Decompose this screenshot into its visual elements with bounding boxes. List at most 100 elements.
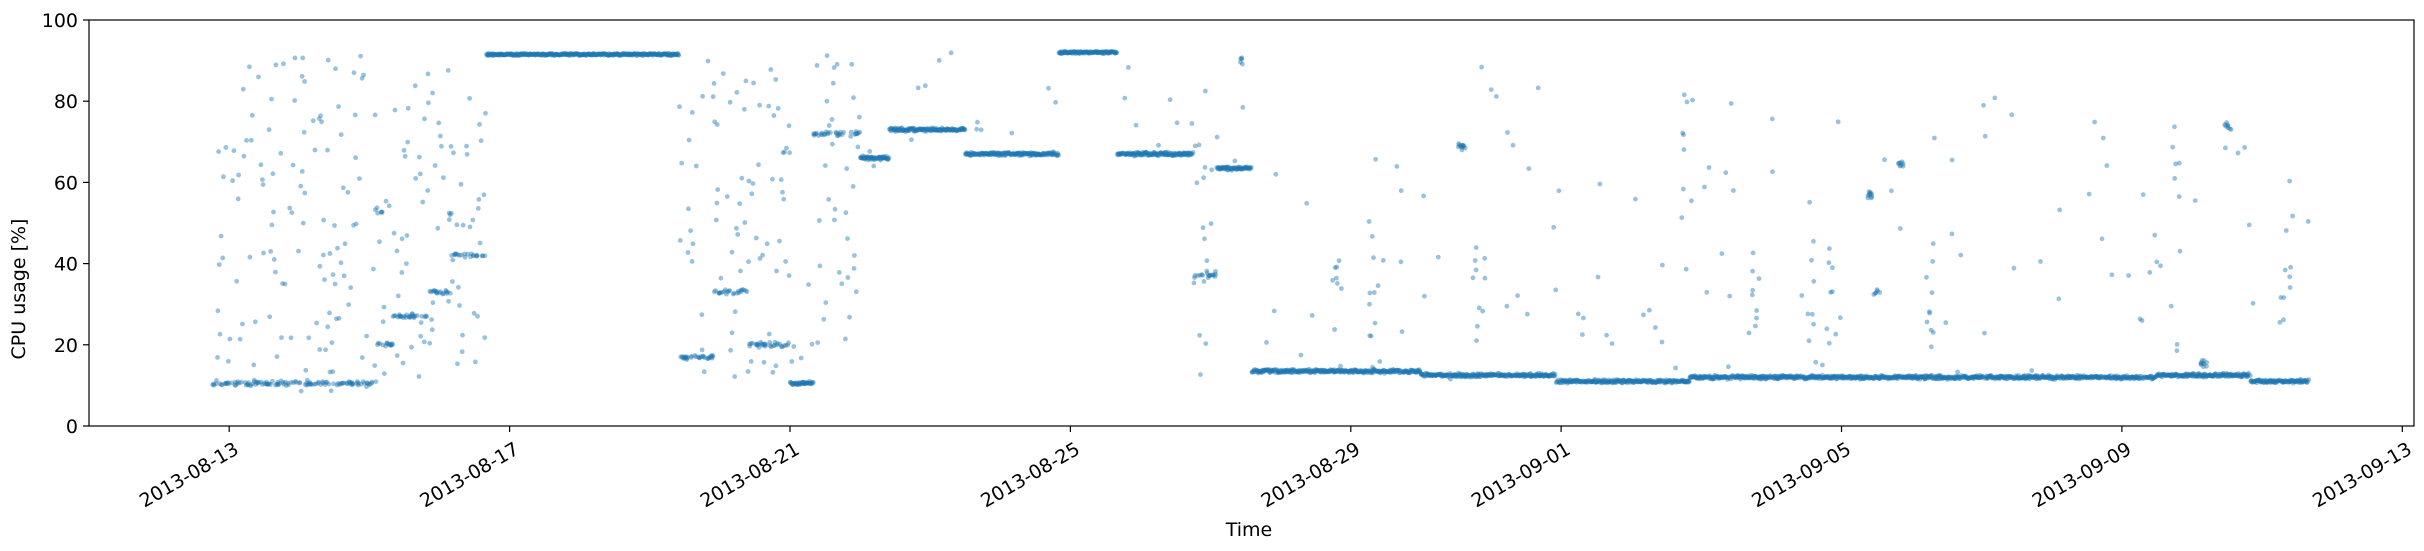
data-point — [1095, 49, 1101, 55]
data-point — [2287, 274, 2293, 280]
data-point — [1040, 151, 1046, 156]
data-point — [746, 259, 751, 265]
data-point — [1396, 370, 1402, 376]
data-point — [611, 51, 617, 57]
data-point — [1259, 369, 1265, 375]
data-point — [721, 289, 727, 294]
data-point — [503, 52, 509, 58]
data-point — [742, 106, 747, 112]
data-point — [455, 252, 461, 257]
data-point — [1165, 152, 1171, 158]
data-point — [575, 51, 580, 57]
data-point — [1173, 151, 1179, 156]
data-point — [1404, 368, 1410, 374]
data-point — [230, 178, 236, 184]
data-point — [890, 126, 896, 132]
data-point — [1323, 369, 1328, 375]
data-point — [653, 51, 658, 57]
data-point — [1327, 369, 1333, 375]
data-point — [1168, 152, 1174, 158]
data-point — [838, 129, 843, 135]
data-point — [609, 52, 614, 57]
data-point — [922, 128, 928, 134]
data-point — [443, 289, 449, 294]
data-point — [1343, 368, 1349, 374]
data-point — [1418, 372, 1424, 377]
data-point — [732, 374, 738, 379]
data-point — [391, 230, 397, 236]
data-point — [322, 277, 327, 282]
data-point — [879, 155, 885, 161]
data-point — [876, 154, 882, 160]
data-point — [1202, 165, 1208, 170]
data-point — [309, 382, 315, 387]
data-point — [718, 275, 724, 281]
data-point — [592, 52, 598, 57]
data-point — [997, 151, 1002, 156]
data-point — [219, 382, 224, 388]
data-point — [1242, 165, 1248, 171]
data-point — [1145, 151, 1151, 157]
data-point — [815, 340, 821, 345]
data-point — [1186, 152, 1191, 158]
data-point — [609, 52, 615, 57]
data-point — [910, 125, 916, 131]
data-point — [1684, 99, 1690, 105]
data-point — [1408, 367, 1414, 373]
data-point — [1367, 290, 1373, 296]
data-point — [720, 71, 726, 76]
data-point — [1056, 50, 1062, 56]
data-point — [1062, 48, 1068, 54]
data-point — [1068, 50, 1074, 56]
data-point — [802, 381, 807, 387]
data-point — [1429, 372, 1435, 377]
data-point — [485, 52, 490, 58]
data-point — [672, 52, 677, 58]
data-point — [1275, 370, 1281, 375]
data-point — [866, 155, 872, 161]
data-point — [925, 126, 931, 132]
data-point — [610, 53, 616, 58]
data-point — [474, 252, 480, 258]
data-point — [1203, 341, 1209, 346]
data-point — [505, 51, 511, 57]
data-point — [672, 51, 678, 57]
data-point — [748, 359, 754, 364]
data-point — [1473, 267, 1479, 273]
data-point — [586, 51, 592, 57]
data-point — [1036, 151, 1042, 157]
data-point — [602, 51, 608, 57]
data-point — [506, 51, 512, 57]
data-point — [1310, 369, 1316, 375]
data-point — [621, 51, 627, 57]
data-point — [1609, 341, 1615, 346]
data-point — [1057, 51, 1063, 56]
data-point — [1260, 367, 1265, 373]
data-point — [677, 238, 683, 243]
data-point — [656, 50, 662, 56]
data-point — [1335, 368, 1341, 374]
data-point — [2176, 194, 2182, 200]
data-point — [1103, 49, 1108, 55]
data-point — [907, 127, 912, 133]
data-point — [792, 381, 798, 386]
data-point — [1369, 369, 1374, 375]
data-point — [462, 251, 468, 257]
data-point — [814, 63, 820, 68]
data-point — [1218, 166, 1224, 172]
data-point — [664, 52, 670, 57]
data-point — [894, 127, 900, 133]
data-point — [1014, 151, 1020, 156]
data-point — [1356, 369, 1362, 374]
data-point — [1030, 150, 1035, 156]
data-point — [708, 353, 714, 359]
data-point — [304, 382, 310, 388]
data-point — [799, 379, 805, 385]
data-point — [902, 127, 908, 132]
data-point — [603, 51, 609, 57]
data-point — [587, 51, 592, 57]
data-point — [479, 253, 485, 259]
data-point — [1296, 369, 1302, 374]
data-point — [1255, 370, 1261, 376]
data-point — [1101, 51, 1107, 56]
